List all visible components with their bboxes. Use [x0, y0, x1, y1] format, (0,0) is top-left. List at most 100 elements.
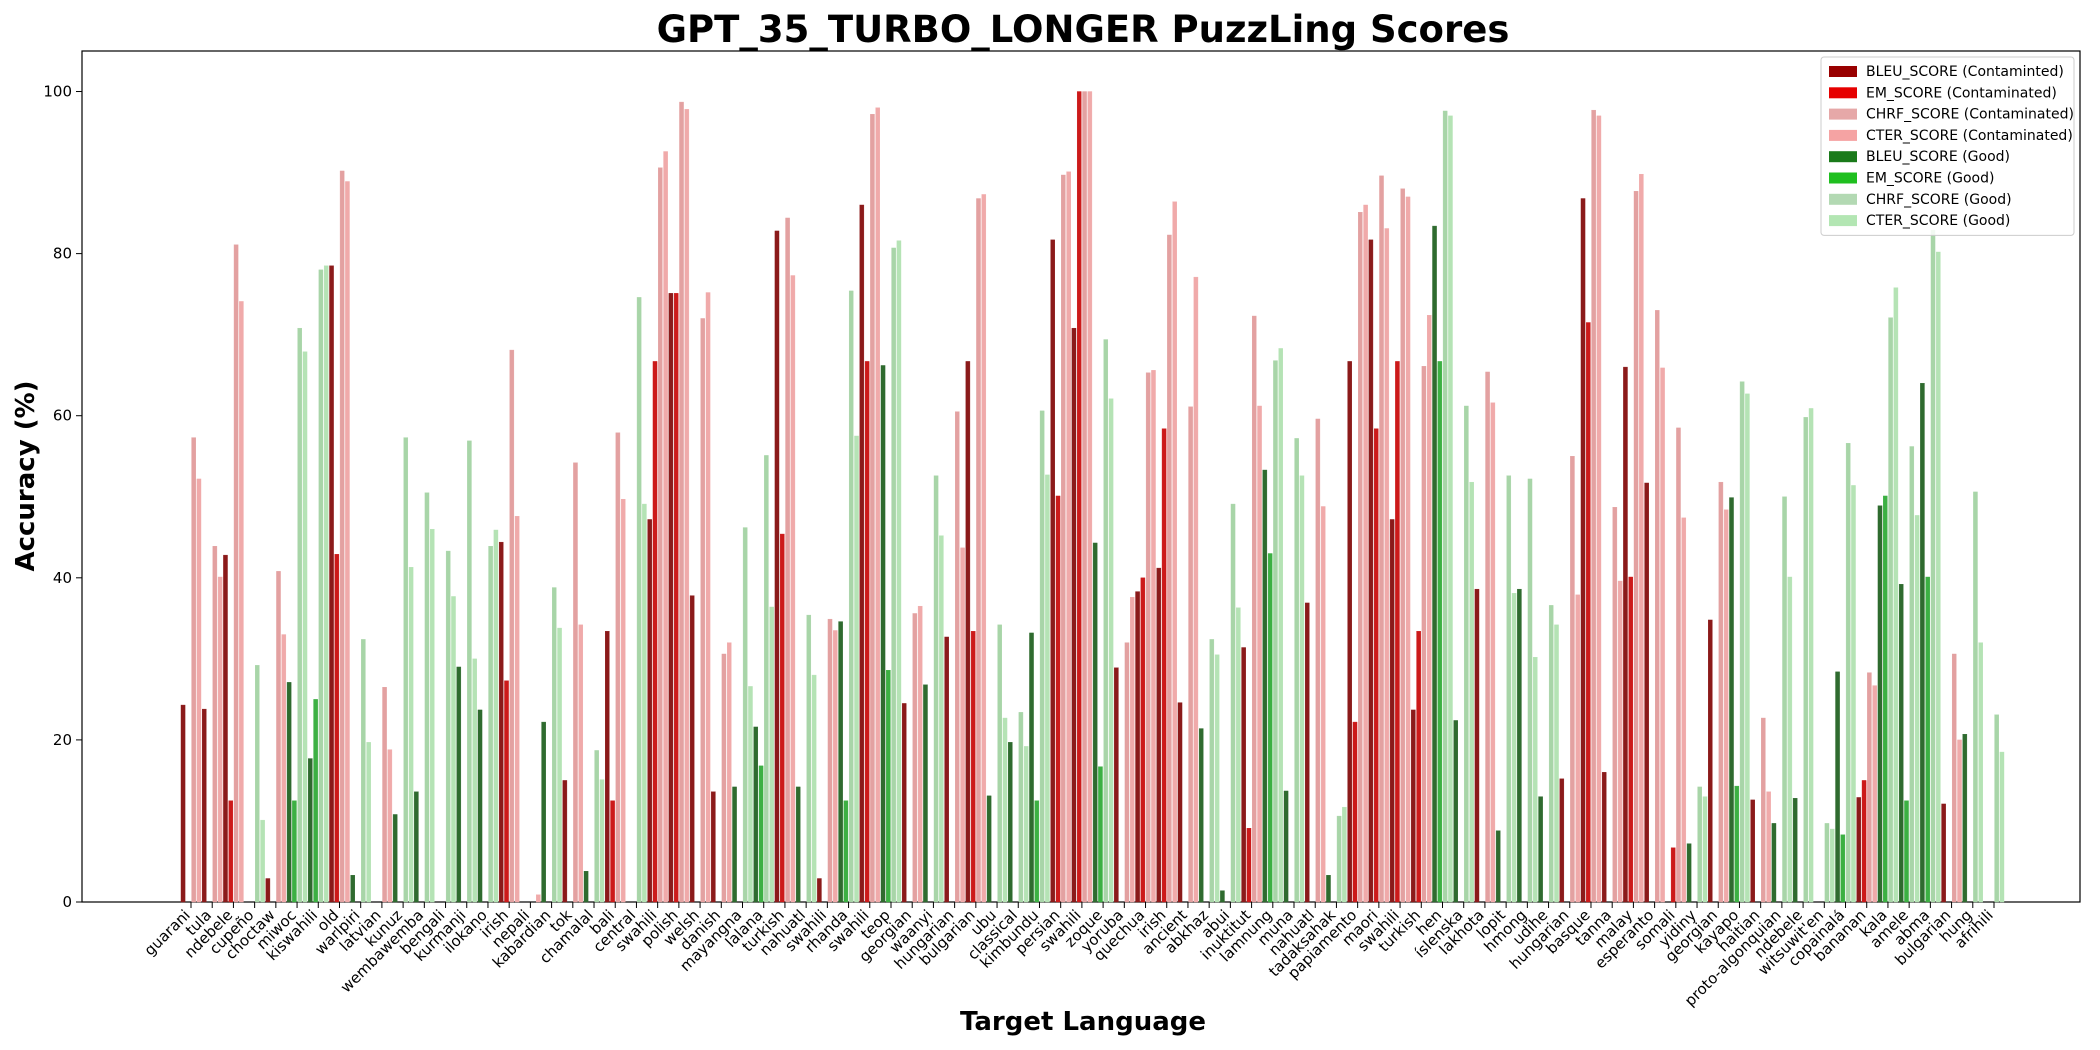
bar-bleu-contaminated: [944, 636, 949, 903]
bar-chrf-contaminated: [955, 411, 960, 903]
bar-cter-contaminated: [1130, 597, 1135, 903]
bar-chrf-good: [764, 455, 769, 903]
bar-em-contaminated: [1395, 361, 1400, 903]
bar-em-contaminated: [504, 680, 509, 903]
bar-chrf-good: [445, 550, 451, 903]
bar-cter-contaminated: [1639, 173, 1644, 903]
bar-bleu-contaminated: [1156, 567, 1162, 903]
bar-chrf-good: [297, 327, 302, 903]
bar-bleu-good: [350, 875, 355, 903]
bar-chrf-good: [1273, 360, 1278, 903]
bar-cter-contaminated: [833, 630, 838, 903]
bar-cter-contaminated: [1320, 506, 1326, 903]
bar-cter-contaminated: [536, 894, 541, 903]
bar-bleu-good: [1517, 588, 1522, 903]
bar-cter-contaminated: [1596, 115, 1602, 903]
bar-chrf-good: [1464, 405, 1469, 903]
bar-chrf-contaminated: [233, 244, 239, 903]
bar-em-contaminated: [970, 631, 976, 903]
chart-title: GPT_35_TURBO_LONGER PuzzLing Scores: [657, 8, 1510, 51]
bar-cter-good: [430, 528, 435, 903]
bar-chrf-good: [1909, 446, 1915, 903]
bar-cter-good: [408, 567, 414, 903]
bar-em-good: [1267, 553, 1273, 903]
bar-chrf-good: [1294, 438, 1299, 903]
bar-cter-good: [451, 596, 456, 903]
y-axis: 0 20 40 60 80 100: [43, 83, 82, 911]
bar-chrf-good: [467, 440, 472, 903]
bar-cter-contaminated: [705, 292, 711, 903]
bar-cter-contaminated: [663, 151, 668, 903]
bar-em-good: [1734, 785, 1740, 903]
bar-bleu-good: [753, 726, 759, 903]
bar-chrf-good: [1803, 417, 1808, 903]
legend-swatch: [1829, 129, 1857, 141]
bar-chrf-contaminated: [1676, 427, 1681, 903]
bar-chrf-contaminated: [212, 546, 218, 903]
bar-chrf-good: [1697, 786, 1702, 903]
bar-cter-contaminated: [981, 194, 987, 903]
legend-label: EM_SCORE (Good): [1866, 171, 1994, 187]
bar-bleu-contaminated: [668, 293, 674, 903]
bar-cter-good: [323, 265, 329, 903]
bar-bleu-good: [392, 814, 398, 903]
bar-em-contaminated: [1055, 495, 1061, 903]
bar-bleu-contaminated: [817, 878, 822, 903]
bar-bleu-good: [986, 795, 992, 903]
bar-chrf-contaminated: [1761, 717, 1766, 903]
bar-chrf-good: [636, 297, 642, 903]
bar-cter-contaminated: [1405, 196, 1411, 903]
bar-cter-good: [1830, 828, 1835, 903]
bar-chrf-good: [1782, 496, 1787, 903]
bar-chrf-good: [1994, 714, 1999, 903]
bar-cter-contaminated: [960, 547, 965, 903]
bar-chrf-contaminated: [573, 462, 578, 903]
bar-chrf-contaminated: [1082, 91, 1087, 903]
y-tick-label: 60: [53, 407, 72, 425]
bar-chrf-contaminated: [1951, 653, 1957, 903]
bar-chrf-good: [1973, 491, 1978, 903]
bar-cter-good: [1342, 806, 1347, 903]
bar-cter-contaminated: [1681, 517, 1687, 903]
bar-cter-contaminated: [727, 642, 732, 903]
bar-chrf-good: [361, 639, 366, 903]
bar-em-good: [1098, 766, 1103, 903]
bar-cter-good: [1554, 624, 1559, 903]
bar-cter-good: [748, 686, 753, 903]
bar-bleu-good: [838, 621, 843, 903]
legend-label: BLEU_SCORE (Good): [1866, 149, 2010, 165]
bar-em-good: [1034, 800, 1040, 903]
bar-chrf-good: [1527, 478, 1533, 903]
bar-chrf-contaminated: [1421, 366, 1427, 903]
bar-bleu-contaminated: [1856, 797, 1862, 903]
bar-bleu-good: [414, 791, 419, 903]
bar-bleu-good: [583, 871, 589, 903]
bar-bleu-good: [1538, 796, 1543, 903]
bar-cter-good: [1893, 287, 1899, 903]
bar-bleu-good: [1262, 469, 1268, 903]
bar-chrf-contaminated: [912, 613, 918, 903]
bar-cter-contaminated: [281, 634, 287, 903]
bar-bleu-good: [1283, 790, 1289, 903]
bar-cter-contaminated: [1172, 201, 1177, 903]
bar-chrf-good: [1845, 443, 1851, 903]
bar-chrf-good: [1336, 815, 1342, 903]
bar-bleu-contaminated: [965, 361, 971, 903]
x-axis-title: Target Language: [960, 1007, 1206, 1037]
bar-cter-good: [1469, 481, 1474, 903]
bar-bleu-good: [286, 682, 292, 903]
bar-bleu-good: [1920, 383, 1925, 903]
bar-cter-contaminated: [578, 624, 584, 903]
bar-cter-contaminated: [1066, 171, 1071, 903]
legend-swatch: [1829, 87, 1857, 99]
bar-em-contaminated: [1373, 428, 1379, 903]
bar-chrf-contaminated: [870, 114, 875, 903]
bar-bleu-good: [1453, 720, 1458, 903]
bar-chrf-contaminated: [1315, 418, 1321, 903]
bar-chrf-contaminated: [976, 198, 981, 903]
bar-em-contaminated: [1628, 576, 1633, 903]
bar-cter-good: [1278, 348, 1283, 903]
bar-cter-contaminated: [1723, 509, 1729, 903]
bar-cter-good: [1914, 515, 1920, 903]
bar-bleu-good: [880, 365, 886, 903]
